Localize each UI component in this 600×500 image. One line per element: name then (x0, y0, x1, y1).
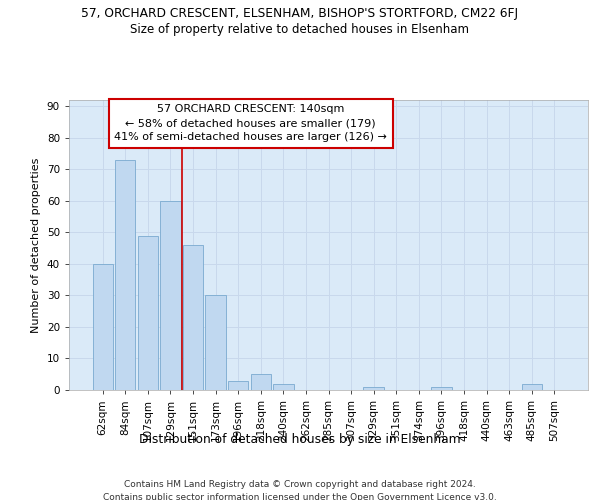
Bar (521, 384, 542, 390)
Bar (138, 236, 158, 390)
Text: Contains HM Land Registry data © Crown copyright and database right 2024.: Contains HM Land Registry data © Crown c… (124, 480, 476, 489)
Text: Distribution of detached houses by size in Elsenham: Distribution of detached houses by size … (139, 432, 461, 446)
Bar (115, 160, 136, 390)
Bar (160, 201, 181, 390)
Bar (205, 296, 226, 390)
Bar (92, 264, 113, 390)
Bar (431, 387, 452, 390)
Text: Size of property relative to detached houses in Elsenham: Size of property relative to detached ho… (131, 22, 470, 36)
Text: 57, ORCHARD CRESCENT, ELSENHAM, BISHOP'S STORTFORD, CM22 6FJ: 57, ORCHARD CRESCENT, ELSENHAM, BISHOP'S… (82, 8, 518, 20)
Text: 57 ORCHARD CRESCENT: 140sqm
← 58% of detached houses are smaller (179)
41% of se: 57 ORCHARD CRESCENT: 140sqm ← 58% of det… (114, 104, 387, 142)
Bar (251, 374, 271, 390)
Bar (228, 380, 248, 390)
Bar (273, 384, 293, 390)
Bar (364, 387, 384, 390)
Y-axis label: Number of detached properties: Number of detached properties (31, 158, 41, 332)
Text: Contains public sector information licensed under the Open Government Licence v3: Contains public sector information licen… (103, 492, 497, 500)
Bar (183, 245, 203, 390)
